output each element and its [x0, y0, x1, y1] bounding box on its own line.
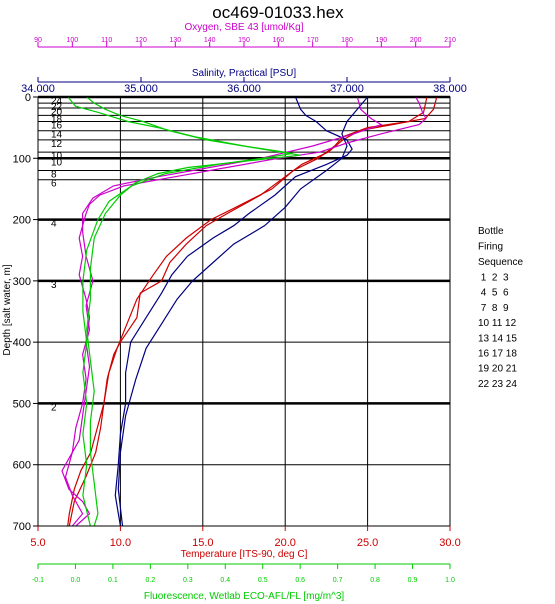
bottle-label: 3 — [51, 280, 57, 291]
x-tick-label: 170 — [307, 37, 319, 44]
bottle-label: 24 — [51, 96, 63, 107]
x-tick-label: 190 — [375, 37, 387, 44]
x-tick-label: 0.8 — [370, 577, 380, 584]
x-tick-label: 1.0 — [445, 577, 455, 584]
series-oxygen — [61, 96, 427, 527]
x-tick-label: 0.6 — [295, 577, 305, 584]
y-tick-label: 600 — [13, 460, 31, 472]
bottle-label: 6 — [51, 179, 57, 190]
series-oxygen — [64, 96, 383, 527]
bottle-label: 12 — [51, 139, 63, 150]
x-tick-label: 25.0 — [357, 537, 378, 549]
y-axis-label: Depth [salt water, m] — [2, 264, 13, 355]
bottle-legend: Bottle Firing Sequence 1 2 3 4 5 6 7 8 9 10… — [478, 226, 523, 390]
axis-title-temperature: Temperature [ITS-90, deg C] — [181, 549, 308, 560]
bottle-label: 10 — [51, 151, 63, 162]
data-series — [61, 96, 438, 527]
x-tick-label: 0.9 — [408, 577, 418, 584]
x-tick-label: 10.0 — [110, 537, 131, 549]
x-tick-label: 160 — [272, 37, 284, 44]
y-tick-label: 700 — [13, 521, 31, 533]
bottle-label: 2 — [51, 402, 57, 413]
y-tick-label: 400 — [13, 337, 31, 349]
bottle-label: 8 — [51, 170, 57, 181]
x-tick-label: 0.0 — [71, 577, 81, 584]
legend-row: 13 14 15 — [478, 333, 517, 344]
bottle-label: 4 — [51, 219, 57, 230]
x-tick-label: 100 — [66, 37, 78, 44]
x-tick-label: -0.1 — [32, 577, 44, 584]
x-tick-label: 15.0 — [192, 537, 213, 549]
legend-row: 19 20 21 — [478, 364, 517, 375]
axis-title-oxygen: Oxygen, SBE 43 [umol/Kg] — [185, 22, 304, 33]
y-tick-label: 200 — [13, 215, 31, 227]
legend-row: 7 8 9 — [478, 303, 509, 314]
bottle-label: 16 — [51, 121, 63, 132]
x-tick-label: 0.4 — [220, 577, 230, 584]
legend-row: 4 5 6 — [478, 288, 509, 299]
x-tick-label: 20.0 — [274, 537, 295, 549]
axes: 0 100 200 300 400 500 600 700 90 100 110 120 130 140 1… — [13, 22, 467, 602]
axis-title-salinity: Salinity, Practical [PSU] — [192, 68, 297, 79]
x-tick-label: 200 — [410, 37, 422, 44]
x-tick-label: 38.000 — [433, 83, 467, 95]
y-tick-label: 100 — [13, 153, 31, 165]
series-salinity — [114, 96, 353, 527]
legend-title-line: Sequence — [478, 257, 523, 268]
series-temperature — [67, 96, 438, 527]
legend-row: 16 17 18 — [478, 349, 517, 360]
x-tick-label: 35.000 — [124, 83, 158, 95]
x-tick-label: 210 — [444, 37, 456, 44]
bottle-label: 10 — [51, 157, 63, 168]
y-tick-label: 500 — [13, 398, 31, 410]
x-tick-label: 0.3 — [183, 577, 193, 584]
y-tick-label: 300 — [13, 276, 31, 288]
x-tick-label: 0.5 — [258, 577, 268, 584]
x-tick-label: 120 — [135, 37, 147, 44]
plot-frame — [37, 96, 451, 527]
x-tick-label: 30.0 — [439, 537, 460, 549]
legend-row: 22 23 24 — [478, 379, 517, 390]
x-tick-label: 90 — [34, 37, 42, 44]
series-salinity — [117, 96, 369, 527]
x-tick-label: 37.000 — [330, 83, 364, 95]
x-tick-label: 0.1 — [108, 577, 118, 584]
x-tick-label: 34.000 — [21, 83, 55, 95]
x-tick-label: 0.2 — [145, 577, 155, 584]
x-tick-label: 140 — [204, 37, 216, 44]
chart-title: oc469-01033.hex — [212, 3, 344, 22]
x-tick-label: 150 — [238, 37, 250, 44]
bottle-label: 18 — [51, 114, 63, 125]
x-tick-label: 110 — [101, 37, 112, 44]
x-tick-label: 0.7 — [333, 577, 343, 584]
x-tick-label: 36.000 — [227, 83, 261, 95]
series-fluorescence — [67, 96, 293, 527]
x-tick-label: 5.0 — [30, 537, 45, 549]
bottle-label: 14 — [51, 130, 63, 141]
x-tick-label: 130 — [169, 37, 181, 44]
legend-row: 1 2 3 — [478, 273, 509, 284]
y-tick-label: 0 — [25, 92, 31, 104]
bottle-label: 20 — [51, 107, 63, 118]
x-tick-label: 180 — [341, 37, 353, 44]
legend-title-line: Firing — [478, 242, 503, 253]
legend-title-line: Bottle — [478, 226, 504, 237]
axis-title-fluorescence: Fluorescence, Wetlab ECO-AFL/FL [mg/m^3] — [144, 591, 345, 602]
legend-row: 10 11 12 — [478, 318, 517, 329]
